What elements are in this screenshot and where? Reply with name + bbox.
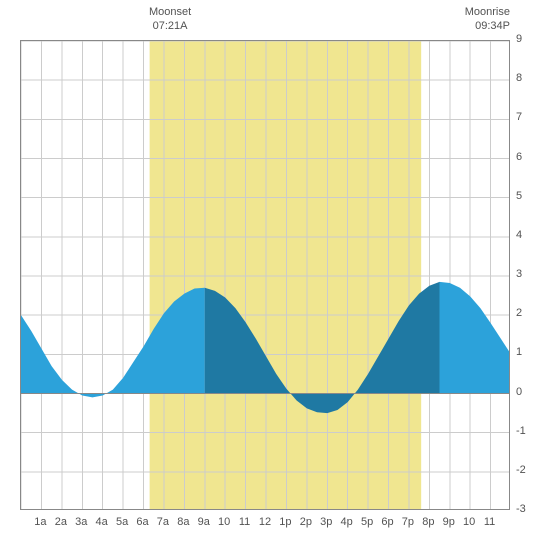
x-tick-label: 11 bbox=[235, 516, 255, 528]
x-tick-label: 5a bbox=[112, 516, 132, 528]
x-tick-label: 9a bbox=[194, 516, 214, 528]
x-tick-label: 8a bbox=[173, 516, 193, 528]
x-tick-label: 11 bbox=[480, 516, 500, 528]
x-tick-label: 12 bbox=[255, 516, 275, 528]
x-tick-label: 3p bbox=[316, 516, 336, 528]
y-tick-label: -3 bbox=[516, 503, 536, 515]
y-tick-label: 8 bbox=[516, 72, 536, 84]
y-tick-label: 7 bbox=[516, 111, 536, 123]
x-tick-label: 7p bbox=[398, 516, 418, 528]
x-tick-label: 4a bbox=[92, 516, 112, 528]
x-tick-label: 10 bbox=[459, 516, 479, 528]
x-tick-label: 8p bbox=[418, 516, 438, 528]
y-tick-label: 2 bbox=[516, 307, 536, 319]
x-tick-label: 2p bbox=[296, 516, 316, 528]
y-tick-label: 4 bbox=[516, 229, 536, 241]
x-tick-label: 2a bbox=[51, 516, 71, 528]
y-tick-label: 6 bbox=[516, 151, 536, 163]
x-tick-label: 6a bbox=[133, 516, 153, 528]
moonset-label: Moonset 07:21A bbox=[149, 6, 191, 34]
x-tick-label: 9p bbox=[439, 516, 459, 528]
tide-chart: Moonset 07:21AMoonrise 09:34P -3-2-10123… bbox=[0, 0, 550, 550]
y-tick-label: 0 bbox=[516, 386, 536, 398]
x-tick-label: 4p bbox=[337, 516, 357, 528]
y-tick-label: 1 bbox=[516, 346, 536, 358]
y-tick-label: 3 bbox=[516, 268, 536, 280]
x-tick-label: 10 bbox=[214, 516, 234, 528]
y-tick-label: -2 bbox=[516, 464, 536, 476]
x-tick-label: 1p bbox=[275, 516, 295, 528]
x-tick-label: 3a bbox=[71, 516, 91, 528]
plot-area bbox=[20, 40, 510, 510]
y-tick-label: -1 bbox=[516, 425, 536, 437]
plot-svg bbox=[21, 41, 510, 510]
y-tick-label: 5 bbox=[516, 190, 536, 202]
x-tick-label: 6p bbox=[378, 516, 398, 528]
x-tick-label: 1a bbox=[30, 516, 50, 528]
moonrise-label: Moonrise 09:34P bbox=[465, 6, 510, 34]
x-tick-label: 5p bbox=[357, 516, 377, 528]
x-tick-label: 7a bbox=[153, 516, 173, 528]
y-tick-label: 9 bbox=[516, 33, 536, 45]
